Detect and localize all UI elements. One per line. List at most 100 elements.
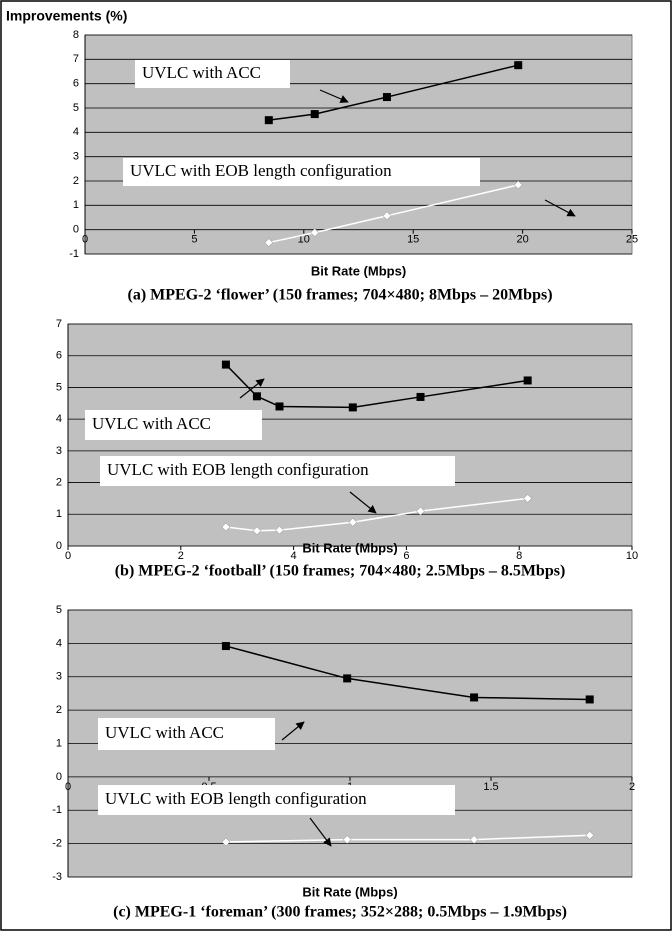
marker [252, 526, 262, 536]
legend-label: UVLC with ACC [142, 63, 261, 82]
marker [252, 392, 261, 401]
marker [382, 211, 392, 221]
x-tick-label: 10 [298, 234, 310, 246]
marker [513, 180, 523, 190]
marker [221, 837, 231, 847]
x-tick-label: 10 [626, 550, 638, 562]
legend-box [98, 718, 275, 750]
arrow [319, 89, 349, 103]
marker [275, 525, 284, 535]
marker [585, 830, 595, 840]
y-tick-label: 6 [56, 350, 62, 362]
legend-label: UVLC with EOB length configuration [130, 161, 392, 180]
marker [343, 674, 352, 683]
y-tick-label: -1 [69, 248, 79, 260]
caption: (c) MPEG-1 ‘foreman’ (300 frames; 352×28… [113, 904, 567, 921]
y-tick-label: 2 [56, 476, 62, 488]
arrow [281, 721, 305, 741]
y-tick-label: 1 [56, 737, 62, 749]
x-tick-label: 0 [65, 781, 71, 793]
caption: (a) MPEG-2 ‘flower’ (150 frames; 704×480… [127, 287, 552, 304]
y-tick-label: 5 [73, 102, 79, 114]
marker [348, 403, 357, 412]
y-tick-label: 2 [73, 175, 79, 187]
marker [514, 61, 523, 70]
y-tick-label: 5 [56, 381, 62, 393]
series-line [268, 64, 519, 121]
y-tick-label: 7 [56, 318, 62, 330]
marker [342, 835, 352, 844]
marker [416, 506, 425, 516]
x-tick-label: 2 [178, 550, 184, 562]
marker [348, 517, 358, 527]
x-tick-label: 5 [191, 234, 197, 246]
y-tick-label: 4 [73, 126, 79, 138]
y-tick-label: 0 [56, 540, 62, 552]
legend-box [135, 60, 290, 88]
legend-label: UVLC with ACC [92, 414, 211, 433]
marker [523, 376, 532, 385]
x-tick-label: 0 [65, 550, 71, 562]
marker [469, 835, 479, 844]
x-tick-label: 0 [82, 234, 88, 246]
series-line [268, 184, 519, 244]
y-tick-label: 3 [56, 671, 62, 683]
x-tick-label: 1.5 [483, 781, 498, 793]
arrow [309, 817, 332, 847]
marker [221, 360, 230, 369]
x-tick-label: 15 [407, 234, 419, 246]
y-tick-label: 0 [56, 771, 62, 783]
y-tick-label: -3 [52, 871, 62, 883]
x-tick-label: 25 [626, 234, 638, 246]
y-tick-label: 3 [73, 151, 79, 163]
y-axis-label: Improvements (%) [6, 8, 127, 24]
y-tick-label: -2 [52, 838, 62, 850]
marker [585, 695, 594, 704]
y-tick-label: 8 [73, 29, 79, 41]
marker [416, 392, 425, 401]
y-tick-label: 7 [73, 53, 79, 65]
y-tick-label: -1 [52, 804, 62, 816]
marker [382, 93, 391, 102]
series-line [225, 497, 528, 532]
legend-label: UVLC with EOB length configuration [105, 789, 367, 808]
x-axis-label: Bit Rate (Mbps) [302, 540, 397, 555]
marker [264, 116, 273, 125]
x-tick-label: 8 [516, 550, 522, 562]
legend-box [98, 785, 455, 815]
series-line [225, 834, 590, 843]
x-tick-label: 6 [403, 550, 409, 562]
arrow [349, 491, 377, 514]
y-tick-label: 6 [73, 78, 79, 90]
x-tick-label: 20 [516, 234, 528, 246]
marker [310, 110, 319, 119]
marker [221, 522, 231, 532]
marker [221, 642, 230, 651]
arrow [239, 378, 265, 399]
y-tick-label: 4 [56, 413, 62, 425]
y-tick-label: 1 [73, 199, 79, 211]
marker [264, 238, 274, 247]
y-tick-label: 4 [56, 637, 62, 649]
marker [523, 494, 533, 503]
marker [275, 402, 284, 411]
arrow [544, 199, 576, 217]
x-axis-label: Bit Rate (Mbps) [311, 263, 406, 278]
marker [310, 228, 320, 237]
x-tick-label: 4 [291, 550, 297, 562]
legend-box [100, 456, 455, 486]
legend-box [85, 410, 262, 440]
legend-label: UVLC with ACC [105, 723, 224, 742]
y-tick-label: 5 [56, 604, 62, 616]
caption: (b) MPEG-2 ‘football’ (150 frames; 704×4… [115, 563, 566, 580]
legend-box [123, 158, 480, 186]
marker [470, 693, 479, 702]
series-line [225, 364, 528, 409]
y-tick-label: 1 [56, 508, 62, 520]
y-tick-label: 3 [56, 445, 62, 457]
x-tick-label: 2 [629, 781, 635, 793]
y-tick-label: 0 [73, 224, 79, 236]
y-tick-label: 2 [56, 704, 62, 716]
legend-label: UVLC with EOB length configuration [107, 460, 369, 479]
